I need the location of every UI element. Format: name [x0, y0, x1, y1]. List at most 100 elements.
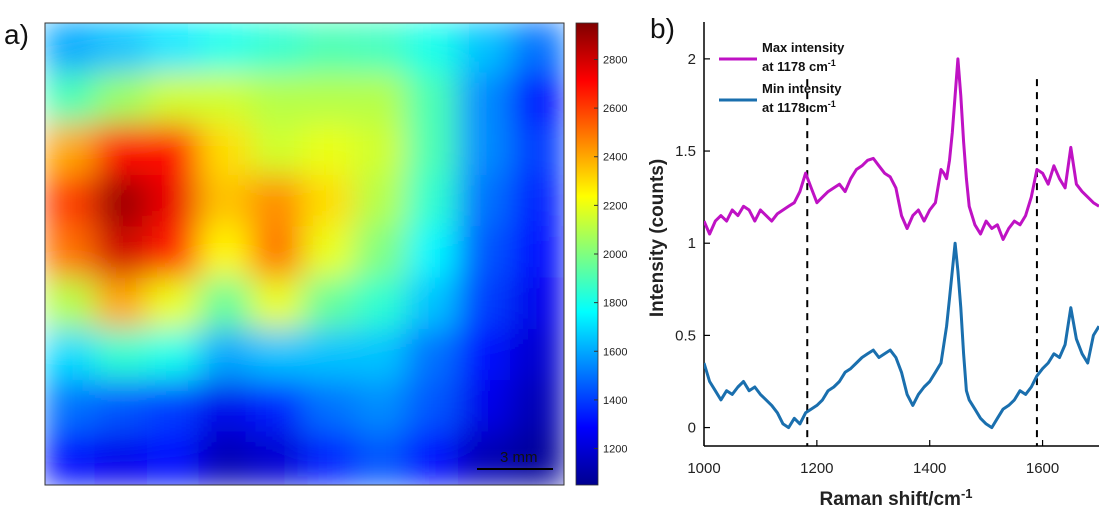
panel-b-label: b) — [650, 13, 675, 44]
heatmap-cell — [458, 175, 515, 231]
heatmap-cell — [146, 380, 203, 436]
heatmap-cell — [198, 329, 255, 385]
heatmap-cell — [94, 175, 151, 231]
heatmap-cell — [302, 123, 359, 179]
heatmap-cell — [45, 431, 99, 485]
heatmap-cell — [510, 72, 564, 128]
x-tick-label: 1400 — [913, 460, 946, 477]
heatmap-cell — [198, 123, 255, 179]
heatmap-cell — [302, 175, 359, 231]
heatmap-cell — [354, 380, 411, 436]
svg-text:at 1178 cm-1: at 1178 cm-1 — [762, 99, 836, 115]
heatmap-cell — [302, 380, 359, 436]
heatmap-cell — [406, 23, 463, 77]
colorbar-tick-label: 2400 — [603, 152, 627, 164]
heatmap-cell — [302, 277, 359, 333]
heatmap-cell — [45, 72, 99, 128]
heatmap-frame — [44, 22, 565, 486]
heatmap-cell — [198, 23, 255, 77]
heatmap-cell — [94, 431, 151, 485]
legend-max-line1: Max intensity — [762, 40, 845, 55]
heatmap-cell — [510, 277, 564, 333]
heatmap-cell — [510, 123, 564, 179]
colorbar-tick-label: 2200 — [603, 200, 627, 212]
heatmap-cell — [406, 277, 463, 333]
y-tick-label: 2 — [688, 51, 696, 68]
heatmap-cell — [250, 23, 307, 77]
heatmap-cell — [146, 123, 203, 179]
heatmap-cell — [250, 72, 307, 128]
x-tick-label: 1000 — [687, 460, 720, 477]
scale-bar-label: 3 mm — [500, 449, 538, 466]
heatmap-cell — [94, 329, 151, 385]
heatmap-cell — [302, 226, 359, 282]
legend-min-line2: at 1178 cm — [762, 100, 828, 115]
heatmap-cell — [354, 72, 411, 128]
spectrum-series — [704, 57, 1099, 430]
heatmap-cell — [94, 277, 151, 333]
colorbar-ticks: 1200 1400 1600 1800 2000 2200 2400 2600 2800 — [594, 54, 627, 456]
heatmap-cell — [406, 380, 463, 436]
legend-min-sup: -1 — [828, 99, 836, 109]
heatmap-cell — [45, 23, 99, 77]
heatmap-cell — [45, 226, 99, 282]
heatmap-cell — [510, 175, 564, 231]
heatmap-cell — [198, 175, 255, 231]
heatmap-cell — [458, 123, 515, 179]
heatmap-cell — [94, 123, 151, 179]
heatmap-cell — [458, 431, 515, 485]
heatmap-cell — [458, 380, 515, 436]
heatmap-cell — [45, 123, 99, 179]
heatmap-cell — [510, 329, 564, 385]
heatmap-cell — [302, 329, 359, 385]
heatmap-cell — [45, 175, 99, 231]
heatmap-cell — [250, 380, 307, 436]
heatmap-cell — [302, 23, 359, 77]
heatmap-cell — [406, 226, 463, 282]
heatmap-cell — [94, 226, 151, 282]
x-tick-label: 1200 — [800, 460, 833, 477]
heatmap-cell — [510, 380, 564, 436]
heatmap-cell — [146, 329, 203, 385]
heatmap-cell — [406, 431, 463, 485]
heatmap-cell — [354, 226, 411, 282]
heatmap-cell — [406, 329, 463, 385]
heatmap-cell — [146, 226, 203, 282]
legend-max-line2: at 1178 cm — [762, 59, 828, 74]
heatmap-cell — [45, 277, 99, 333]
heatmap-cell — [198, 72, 255, 128]
heatmap-cell — [146, 277, 203, 333]
heatmap-cell — [458, 277, 515, 333]
heatmap-cell — [458, 226, 515, 282]
heatmap-cell — [406, 123, 463, 179]
heatmap — [45, 23, 564, 485]
colorbar-tick-label: 1600 — [603, 346, 627, 358]
x-tick-label: 1600 — [1026, 460, 1059, 477]
colorbar-tick-label: 2000 — [603, 249, 627, 261]
heatmap-cell — [354, 277, 411, 333]
legend: Max intensity at 1178 cm-1 Min intensity… — [719, 40, 845, 115]
heatmap-cell — [94, 72, 151, 128]
y-axis-label: Intensity (counts) — [647, 159, 668, 317]
legend-min-line1: Min intensity — [762, 81, 842, 96]
heatmap-cell — [146, 23, 203, 77]
y-tick-label: 0 — [688, 420, 696, 437]
heatmap-cell — [302, 72, 359, 128]
max-intensity-series — [704, 57, 1099, 241]
heatmap-cell — [354, 175, 411, 231]
heatmap-cell — [146, 431, 203, 485]
heatmap-cell — [250, 277, 307, 333]
colorbar-tick-label: 1200 — [603, 444, 627, 456]
heatmap-cell — [198, 226, 255, 282]
heatmap-cell — [250, 226, 307, 282]
heatmap-cell — [250, 329, 307, 385]
heatmap-cell — [146, 175, 203, 231]
heatmap-cell — [354, 23, 411, 77]
colorbar-tick-label: 2600 — [603, 103, 627, 115]
heatmap-cell — [198, 431, 255, 485]
colorbar-tick-label: 1400 — [603, 395, 627, 407]
heatmap-cell — [250, 123, 307, 179]
heatmap-cell — [458, 329, 515, 385]
panel-a-label: a) — [4, 19, 29, 50]
heatmap-cell — [510, 431, 564, 485]
